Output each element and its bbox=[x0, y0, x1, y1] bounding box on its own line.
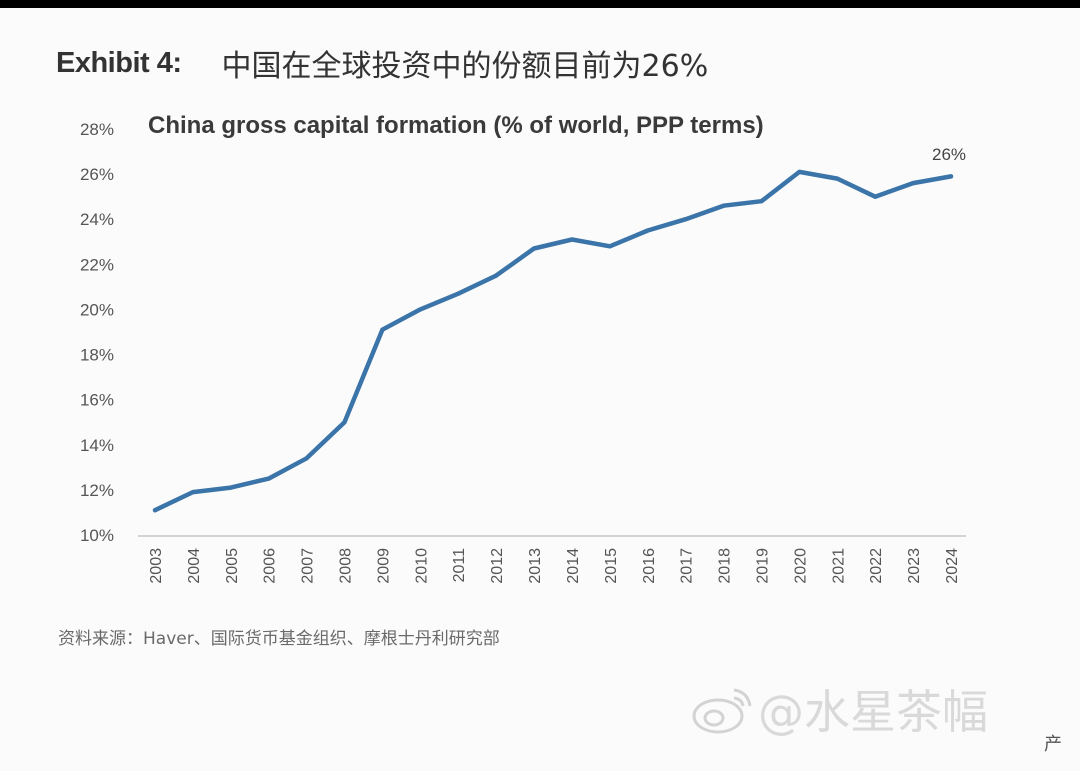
data-point bbox=[797, 169, 802, 174]
x-tick-label: 2023 bbox=[906, 548, 923, 584]
x-tick-label: 2013 bbox=[527, 548, 544, 584]
data-point bbox=[721, 203, 726, 208]
x-tick-label: 2014 bbox=[565, 548, 582, 584]
y-tick-label: 26% bbox=[80, 165, 114, 184]
data-point bbox=[342, 420, 347, 425]
data-label: 26% bbox=[932, 145, 966, 164]
y-tick-label: 10% bbox=[80, 526, 114, 545]
data-point bbox=[456, 291, 461, 296]
y-tick-label: 12% bbox=[80, 481, 114, 500]
y-tick-label: 20% bbox=[80, 300, 114, 319]
x-tick-label: 2004 bbox=[186, 548, 203, 584]
x-tick-label: 2022 bbox=[868, 548, 885, 584]
data-point bbox=[304, 456, 309, 461]
corner-text: 产 bbox=[1044, 734, 1062, 755]
x-tick-label: 2019 bbox=[754, 548, 771, 584]
x-tick-label: 2008 bbox=[338, 548, 355, 584]
x-tick-label: 2016 bbox=[641, 548, 658, 584]
data-point bbox=[683, 217, 688, 222]
y-tick-label: 16% bbox=[80, 391, 114, 410]
data-point bbox=[607, 244, 612, 249]
data-point bbox=[228, 485, 233, 490]
x-tick-label: 2015 bbox=[603, 548, 620, 584]
data-point bbox=[911, 181, 916, 186]
y-tick-label: 28% bbox=[80, 120, 114, 139]
data-point bbox=[645, 228, 650, 233]
x-tick-label: 2018 bbox=[717, 548, 734, 584]
data-point bbox=[153, 508, 157, 513]
data-point bbox=[266, 476, 271, 481]
x-tick-label: 2020 bbox=[792, 548, 809, 584]
data-point bbox=[418, 307, 423, 312]
y-tick-label: 18% bbox=[80, 346, 114, 365]
data-point bbox=[835, 176, 840, 181]
data-point bbox=[759, 199, 764, 204]
y-tick-label: 14% bbox=[80, 436, 114, 455]
data-point bbox=[949, 174, 953, 179]
x-tick-label: 2021 bbox=[830, 548, 847, 584]
data-point bbox=[873, 194, 878, 199]
x-tick-label: 2024 bbox=[944, 548, 961, 584]
x-tick-label: 2011 bbox=[451, 548, 468, 583]
x-tick-label: 2006 bbox=[262, 548, 279, 584]
data-point bbox=[532, 246, 537, 251]
data-point bbox=[569, 237, 574, 242]
series-line bbox=[152, 169, 954, 513]
x-tick-label: 2007 bbox=[300, 548, 317, 584]
data-point bbox=[494, 273, 499, 278]
chart-title: China gross capital formation (% of worl… bbox=[148, 112, 764, 139]
x-tick-label: 2017 bbox=[679, 548, 696, 584]
watermark: @水星茶幅 bbox=[688, 676, 988, 742]
x-tick-label: 2003 bbox=[148, 548, 165, 584]
watermark-text: @水星茶幅 bbox=[758, 685, 988, 739]
x-tick-label: 2009 bbox=[375, 548, 392, 584]
exhibit-label: Exhibit 4: bbox=[56, 46, 182, 79]
y-tick-label: 24% bbox=[80, 210, 114, 229]
data-point bbox=[380, 327, 385, 332]
exhibit-title: 中国在全球投资中的份额目前为26% bbox=[221, 49, 709, 84]
x-tick-label: 2010 bbox=[413, 548, 430, 584]
data-point bbox=[190, 490, 195, 495]
x-tick-label: 2005 bbox=[224, 548, 241, 584]
weibo-logo-icon bbox=[692, 688, 752, 734]
x-tick-label: 2012 bbox=[489, 548, 506, 584]
exhibit-header: Exhibit 4: 中国在全球投资中的份额目前为26% bbox=[56, 38, 708, 88]
source-note: 资料来源：Haver、国际货币基金组织、摩根士丹利研究部 bbox=[58, 629, 500, 649]
y-tick-label: 22% bbox=[80, 255, 114, 274]
page bbox=[0, 8, 1080, 771]
